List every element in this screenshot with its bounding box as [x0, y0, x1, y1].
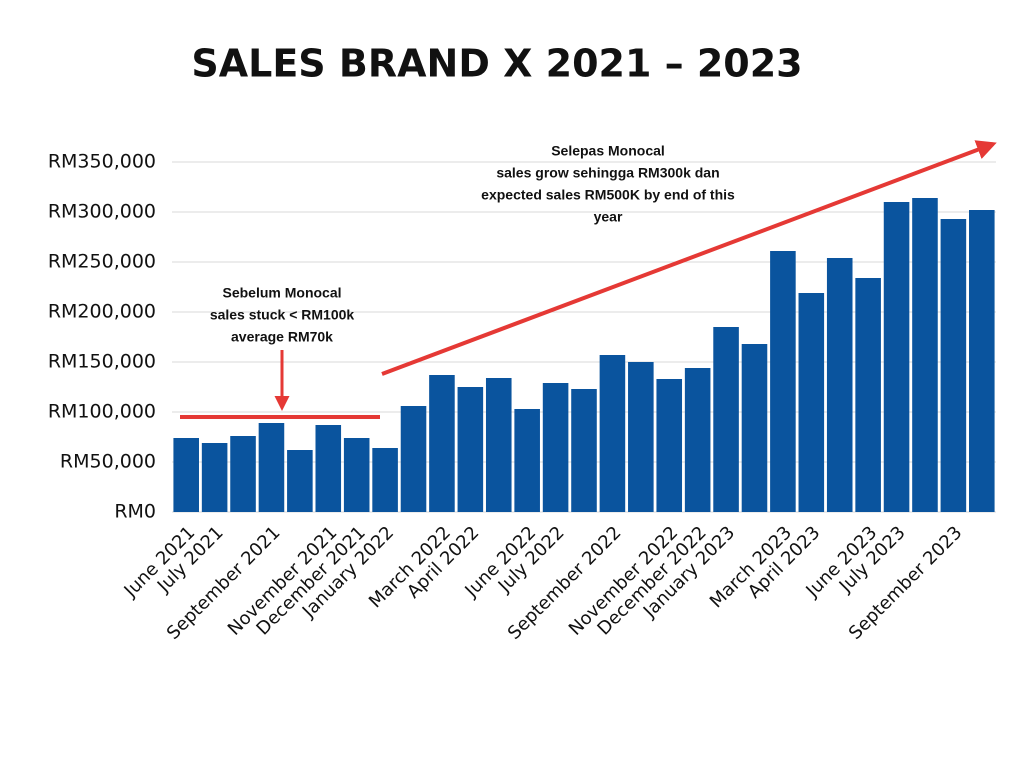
bar	[713, 327, 739, 512]
y-tick-label: RM200,000	[48, 301, 156, 323]
plot-area: RM0 RM50,000 RM100,000 RM150,000 RM200,000 RM…	[48, 151, 996, 644]
annotation-text: Sebelum Monocal	[222, 285, 341, 301]
bar	[969, 210, 995, 512]
y-tick-label: RM0	[114, 501, 156, 523]
chart-title: SALES BRAND X 2021 – 2023	[191, 42, 802, 86]
y-tick-label: RM300,000	[48, 201, 156, 223]
bar	[656, 379, 683, 512]
bar	[599, 355, 626, 512]
y-tick-label: RM100,000	[48, 401, 156, 423]
bar	[684, 368, 711, 512]
annotation-arrows	[180, 140, 997, 419]
bar	[287, 450, 313, 512]
bar	[798, 293, 825, 512]
bar	[485, 378, 512, 512]
bar	[940, 219, 967, 512]
bar	[230, 436, 256, 512]
annotation-text: sales stuck < RM100k	[210, 307, 355, 323]
bar	[258, 423, 285, 512]
bar	[855, 278, 881, 512]
bar	[457, 387, 484, 512]
annotation-text: sales grow sehingga RM300k dan	[496, 165, 719, 181]
bar	[883, 202, 910, 512]
bar	[429, 375, 455, 512]
bar	[741, 344, 768, 512]
bar	[201, 443, 228, 512]
bar	[628, 362, 654, 512]
bar	[770, 251, 796, 512]
annotation-text: average RM70k	[231, 329, 333, 345]
bar	[514, 409, 540, 512]
y-tick-label: RM50,000	[60, 451, 156, 473]
bar	[400, 406, 427, 512]
annotation-text: expected sales RM500K by end of this	[481, 187, 735, 203]
bar	[826, 258, 853, 512]
bar	[343, 438, 370, 512]
bar	[315, 425, 342, 512]
bar	[912, 198, 938, 512]
bar	[542, 383, 569, 512]
bar	[571, 389, 597, 512]
annotation-text: year	[594, 209, 623, 225]
bar	[173, 438, 199, 512]
y-tick-label: RM150,000	[48, 351, 156, 373]
y-tick-label: RM250,000	[48, 251, 156, 273]
bar	[372, 448, 398, 512]
y-tick-label: RM350,000	[48, 151, 156, 173]
growth-arrow	[381, 140, 997, 376]
annotation-text: Selepas Monocal	[551, 143, 665, 159]
